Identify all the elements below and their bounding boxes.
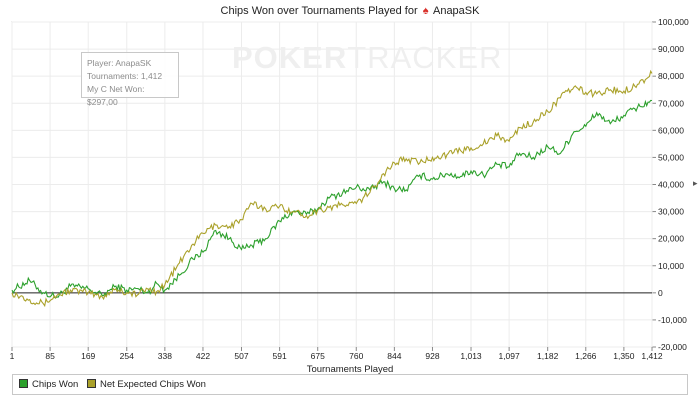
- pokerstars-logo-icon: ♠: [422, 5, 429, 17]
- x-tick-label: 1,266: [575, 351, 597, 361]
- axis-arrow-icon: ▸: [693, 178, 698, 188]
- legend-item-chips-won[interactable]: Chips Won: [19, 379, 78, 390]
- x-tick-label: 1,182: [537, 351, 559, 361]
- legend-swatch-chips-won: [19, 379, 28, 388]
- x-tick-label: 844: [387, 351, 401, 361]
- x-tick-label: 1,412: [641, 351, 663, 361]
- legend-label-chips-won: Chips Won: [32, 379, 79, 390]
- x-tick-label: 1,013: [460, 351, 482, 361]
- legend: Chips Won Net Expected Chips Won: [12, 374, 688, 395]
- y-tick-label: 80,000: [658, 71, 684, 81]
- series-line-net-expected: [11, 69, 653, 308]
- x-tick-label: 422: [196, 351, 210, 361]
- y-tick-label: -20,000: [658, 342, 687, 352]
- series-line-chips-won: [11, 99, 653, 299]
- legend-swatch-net-expected: [87, 379, 96, 388]
- x-tick-label: 591: [273, 351, 287, 361]
- x-tick-label: 169: [81, 351, 95, 361]
- x-tick-label: 760: [349, 351, 363, 361]
- x-axis-label: Tournaments Played: [306, 364, 394, 375]
- y-tick-label: -10,000: [658, 315, 687, 325]
- y-tick-label: 50,000: [658, 152, 684, 162]
- y-tick-label: 60,000: [658, 125, 684, 135]
- info-net-won: My C Net Won: $297,00: [87, 84, 145, 107]
- x-tick-label: 675: [311, 351, 325, 361]
- y-tick-label: 30,000: [658, 207, 684, 217]
- x-tick-label: 1,350: [613, 351, 635, 361]
- x-tick-label: 1,097: [498, 351, 520, 361]
- legend-label-net-expected: Net Expected Chips Won: [100, 379, 206, 390]
- watermark-part1: POKER: [232, 40, 348, 75]
- legend-item-net-expected[interactable]: Net Expected Chips Won: [87, 379, 206, 390]
- x-tick-label: 254: [120, 351, 134, 361]
- info-player: Player: AnapaSK: [87, 58, 152, 68]
- info-tournaments: Tournaments: 1,412: [87, 71, 163, 81]
- x-tick-label: 338: [158, 351, 172, 361]
- y-tick-label: 90,000: [658, 44, 684, 54]
- y-tick-label: 40,000: [658, 180, 684, 190]
- x-tick-label: 507: [234, 351, 248, 361]
- info-tooltip-box: Player: AnapaSK Tournaments: 1,412 My C …: [81, 52, 179, 107]
- x-tick-label: 85: [45, 351, 55, 361]
- chart-title: Chips Won over Tournaments Played for ♠ …: [0, 5, 700, 17]
- y-tick-label: 10,000: [658, 261, 684, 271]
- pokertracker-watermark: POKERTRACKER: [232, 40, 502, 76]
- chart-title-text: Chips Won over Tournaments Played for: [220, 5, 418, 17]
- x-tick-label: 928: [425, 351, 439, 361]
- y-tick-label: 20,000: [658, 234, 684, 244]
- player-name: AnapaSK: [432, 5, 480, 17]
- y-tick-label: 0: [658, 288, 663, 298]
- y-tick-label: 100,000: [658, 17, 689, 27]
- watermark-part2: TRACKER: [347, 40, 503, 75]
- y-tick-label: 70,000: [658, 98, 684, 108]
- x-tick-label: 1: [10, 351, 15, 361]
